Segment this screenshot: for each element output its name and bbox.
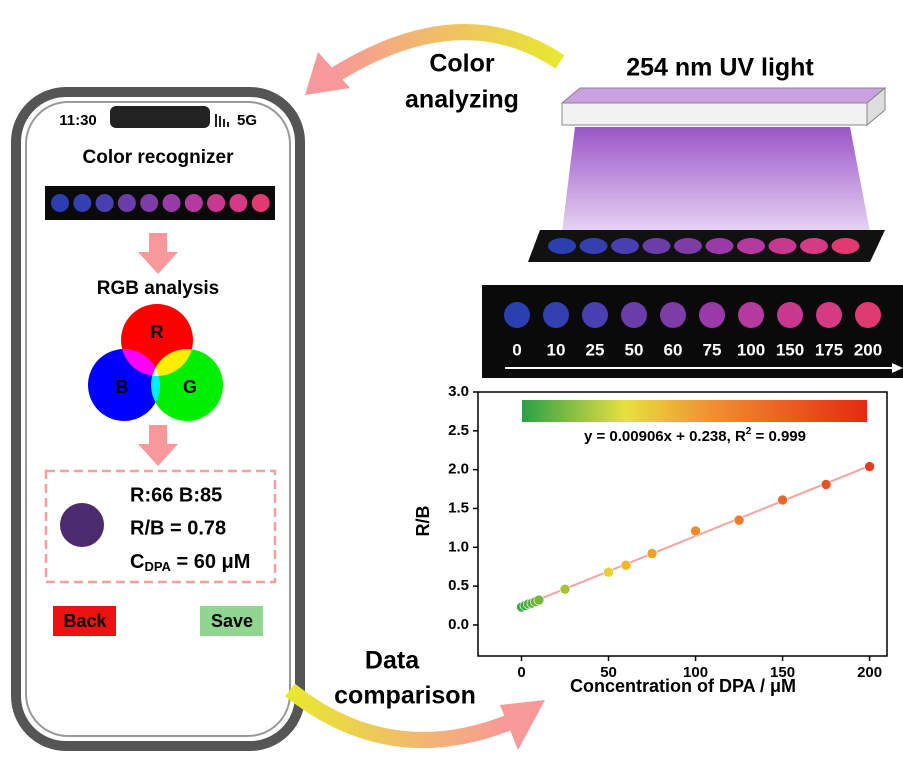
text: = 60 μM	[171, 551, 251, 573]
plate-well	[580, 238, 608, 254]
point	[647, 549, 657, 559]
text: C	[130, 551, 144, 573]
plate-well	[643, 238, 671, 254]
plate-well	[769, 238, 797, 254]
well	[660, 302, 686, 328]
lamp-label: 254 nm UV light	[626, 54, 814, 82]
plate-well	[706, 238, 734, 254]
color-swatch	[60, 503, 104, 547]
rgb-title: RGB analysis	[97, 278, 220, 299]
well	[543, 302, 569, 328]
wells-panel	[482, 285, 903, 378]
well	[816, 302, 842, 328]
strip-well	[207, 194, 225, 212]
text: y = 0.00906x + 0.238, R	[584, 428, 746, 445]
strip-well	[51, 194, 69, 212]
light-beam	[562, 127, 870, 232]
point	[604, 567, 614, 577]
strip-well	[252, 194, 270, 212]
well	[738, 302, 764, 328]
venn-label: G	[183, 377, 197, 397]
save-label[interactable]: Save	[211, 611, 253, 631]
well-label: 50	[625, 340, 644, 359]
time: 11:30	[59, 112, 97, 129]
lamp-front	[562, 103, 867, 125]
y-tick-label: 1.5	[448, 499, 469, 516]
y-tick-label: 0.5	[448, 577, 469, 594]
well-label: 150	[776, 340, 804, 359]
strip-well	[96, 194, 114, 212]
rb-values: R:66 B:85	[130, 484, 222, 506]
strip-well	[140, 194, 158, 212]
well	[582, 302, 608, 328]
notch	[110, 106, 210, 128]
y-tick-label: 3.0	[448, 383, 469, 400]
well	[777, 302, 803, 328]
strip-well	[118, 194, 136, 212]
plate-well	[611, 238, 639, 254]
well-label: 100	[737, 340, 765, 359]
network: 5G	[237, 112, 257, 129]
x-tick-label: 100	[683, 664, 708, 681]
label: analyzing	[405, 86, 519, 114]
well	[621, 302, 647, 328]
point	[821, 479, 831, 489]
back-label[interactable]: Back	[63, 611, 107, 631]
label: Color	[429, 50, 495, 78]
app-title: Color recognizer	[83, 147, 235, 168]
strip-well	[73, 194, 91, 212]
x-tick-label: 0	[517, 664, 525, 681]
page: Color analyzing 254 nm UV light 0 10 25 50 6…	[0, 0, 903, 764]
x-tick-label: 50	[600, 664, 617, 681]
ratio: R/B = 0.78	[130, 517, 226, 539]
x-tick-label: 150	[770, 664, 795, 681]
label: Data	[365, 647, 420, 675]
point	[534, 595, 544, 605]
plate-well	[800, 238, 828, 254]
y-tick-label: 0.0	[448, 616, 469, 633]
text: = 0.999	[751, 428, 806, 445]
point	[734, 515, 744, 525]
well-label: 175	[815, 340, 843, 359]
well-label: 10	[547, 340, 566, 359]
point	[778, 495, 788, 505]
figure: Color analyzing 254 nm UV light 0 10 25 50 6…	[0, 0, 903, 764]
plate-well	[548, 238, 576, 254]
well-label: 75	[703, 340, 722, 359]
venn-label: B	[116, 377, 129, 397]
plate-well	[674, 238, 702, 254]
y-axis-label: R/B	[413, 506, 433, 537]
well-label: 200	[854, 340, 882, 359]
y-tick-label: 2.0	[448, 461, 469, 478]
colorbar	[522, 400, 867, 422]
well	[855, 302, 881, 328]
well	[699, 302, 725, 328]
strip-well	[185, 194, 203, 212]
equation: y = 0.00906x + 0.238, R2 = 0.999	[584, 426, 806, 445]
subscript: DPA	[144, 559, 171, 574]
well	[504, 302, 530, 328]
point	[691, 526, 701, 536]
strip-well	[229, 194, 247, 212]
well-label: 0	[512, 340, 521, 359]
lamp-top	[562, 88, 885, 103]
y-tick-label: 2.5	[448, 422, 469, 439]
plate-well	[832, 238, 860, 254]
point	[865, 462, 875, 472]
strip-well	[163, 194, 181, 212]
label: comparison	[334, 682, 476, 710]
point	[560, 584, 570, 594]
venn-label: R	[151, 322, 164, 342]
well-label: 25	[586, 340, 605, 359]
plate-well	[737, 238, 765, 254]
x-tick-label: 200	[857, 664, 882, 681]
well-label: 60	[664, 340, 683, 359]
point	[621, 560, 631, 570]
y-tick-label: 1.0	[448, 538, 469, 555]
